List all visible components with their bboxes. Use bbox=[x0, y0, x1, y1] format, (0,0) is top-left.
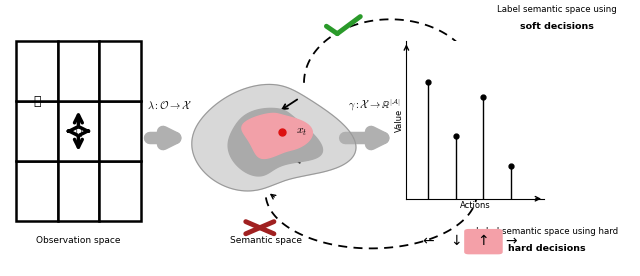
Bar bbox=[16, 41, 58, 101]
Bar bbox=[58, 161, 99, 221]
Text: ↑: ↑ bbox=[477, 234, 489, 248]
Bar bbox=[58, 101, 99, 161]
Text: hard decisions: hard decisions bbox=[508, 244, 586, 253]
Y-axis label: Value: Value bbox=[395, 108, 404, 132]
Text: $\gamma : \mathcal{X} \to \mathbb{R}^{|\mathcal{A}|}$: $\gamma : \mathcal{X} \to \mathbb{R}^{|\… bbox=[348, 97, 401, 113]
Bar bbox=[16, 101, 58, 161]
Text: ↓: ↓ bbox=[450, 234, 461, 248]
Text: soft decisions: soft decisions bbox=[520, 22, 594, 31]
Polygon shape bbox=[228, 108, 323, 176]
Bar bbox=[58, 41, 99, 101]
Text: Label semantic space using hard: Label semantic space using hard bbox=[476, 227, 618, 236]
Text: 🤖: 🤖 bbox=[76, 126, 81, 136]
Bar bbox=[16, 161, 58, 221]
Bar bbox=[99, 101, 141, 161]
Text: $x_t$: $x_t$ bbox=[296, 125, 307, 139]
Text: $\lambda : \mathcal{O} \to \mathcal{X}$: $\lambda : \mathcal{O} \to \mathcal{X}$ bbox=[147, 99, 193, 110]
Text: Semantic space: Semantic space bbox=[230, 236, 301, 245]
Text: Observation space: Observation space bbox=[36, 236, 121, 245]
FancyBboxPatch shape bbox=[465, 230, 502, 254]
Bar bbox=[99, 41, 141, 101]
Text: Label semantic space using: Label semantic space using bbox=[497, 5, 617, 14]
Bar bbox=[99, 161, 141, 221]
Text: →: → bbox=[505, 234, 516, 248]
Text: ←: ← bbox=[422, 234, 434, 248]
Text: 🧰: 🧰 bbox=[33, 95, 40, 108]
Polygon shape bbox=[192, 84, 356, 191]
X-axis label: Actions: Actions bbox=[460, 201, 491, 211]
Polygon shape bbox=[242, 113, 312, 158]
